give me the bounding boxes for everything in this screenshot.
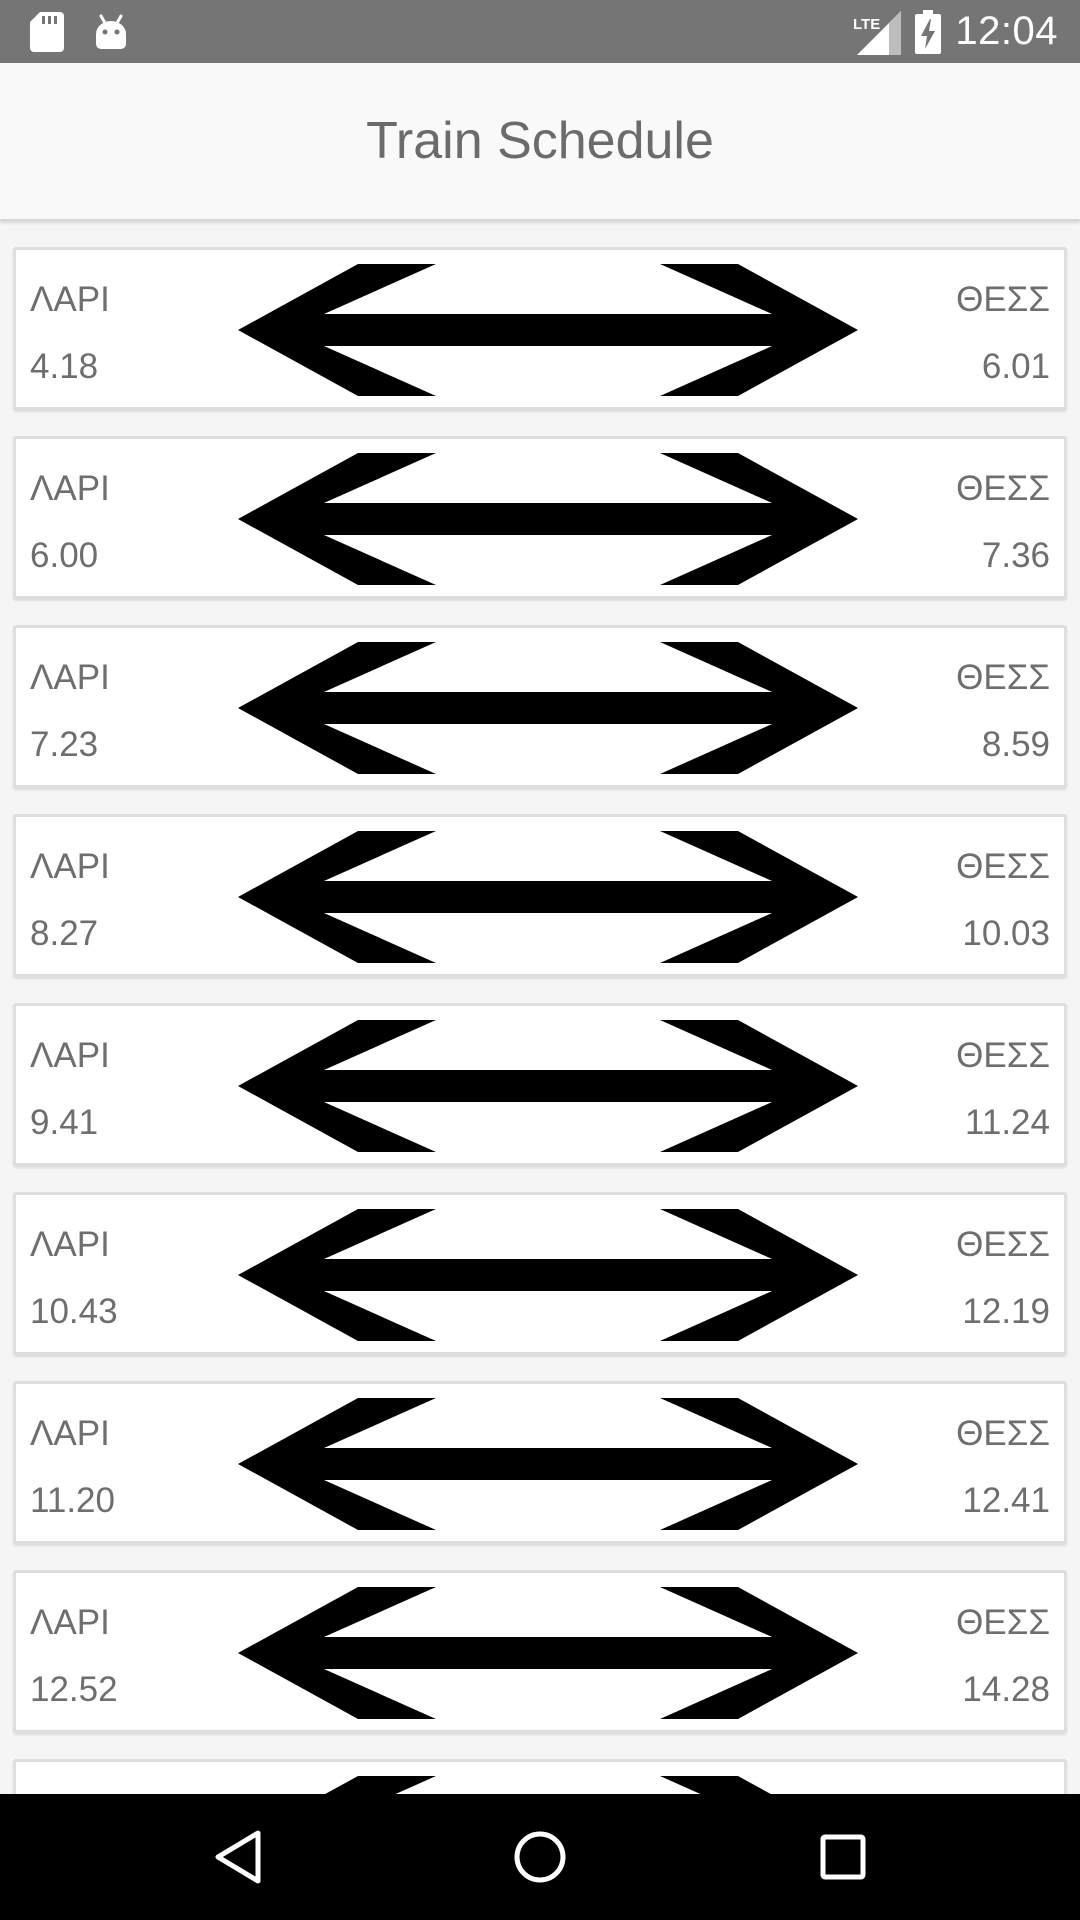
arrival-time: 7.36 [981,536,1050,575]
destination-station: ΘΕΣΣ [956,1603,1050,1642]
sd-card-icon [30,12,64,52]
schedule-card[interactable]: ΛΑΡΙ 6.00 ΘΕΣΣ 7.36 [13,436,1067,599]
arrival-time: 12.19 [962,1292,1050,1331]
destination-station: ΘΕΣΣ [956,1036,1050,1075]
schedule-card[interactable]: ΛΑΡΙ 11.20 ΘΕΣΣ 12.41 [13,1381,1067,1544]
departure-time: 10.43 [30,1292,118,1331]
destination-station: ΘΕΣΣ [956,280,1050,319]
double-arrow-icon [238,1020,858,1152]
departure-time: 4.18 [30,347,99,386]
double-arrow-icon [238,1587,858,1719]
destination-station: ΘΕΣΣ [956,658,1050,697]
arrival-time: 6.01 [981,347,1050,386]
schedule-card-partial[interactable] [13,1759,1067,1794]
status-bar: LTE 12:04 [0,0,1080,63]
arrival-time: 11.24 [965,1103,1050,1142]
android-icon [96,14,126,49]
app-bar: Train Schedule [0,63,1080,221]
arrival-time: 8.59 [981,725,1050,764]
double-arrow-icon [238,642,858,774]
arrival-time: 12.41 [962,1481,1050,1520]
arrival-time: 10.03 [962,914,1050,953]
destination-station: ΘΕΣΣ [956,847,1050,886]
double-arrow-icon [238,453,858,585]
status-time: 12:04 [955,9,1058,53]
schedule-card[interactable]: ΛΑΡΙ 10.43 ΘΕΣΣ 12.19 [13,1192,1067,1355]
schedule-card[interactable]: ΛΑΡΙ 9.41 ΘΕΣΣ 11.24 [13,1003,1067,1166]
destination-station: ΘΕΣΣ [956,469,1050,508]
origin-station: ΛΑΡΙ [30,1036,110,1075]
arrival-time: 14.28 [962,1670,1050,1709]
double-arrow-icon [238,831,858,963]
origin-station: ΛΑΡΙ [30,847,110,886]
network-label: LTE [853,16,880,33]
battery-charging-icon [915,9,942,54]
origin-station: ΛΑΡΙ [30,1414,110,1453]
departure-time: 6.00 [30,536,99,575]
back-icon[interactable] [208,1827,268,1887]
navigation-bar [0,1794,1080,1920]
origin-station: ΛΑΡΙ [30,1225,110,1264]
departure-time: 11.20 [30,1481,115,1520]
destination-station: ΘΕΣΣ [956,1414,1050,1453]
schedule-card[interactable]: ΛΑΡΙ 8.27 ΘΕΣΣ 10.03 [13,814,1067,977]
signal-icon: LTE [853,10,902,55]
departure-time: 7.23 [30,725,99,764]
double-arrow-icon [238,1398,858,1530]
origin-station: ΛΑΡΙ [30,1603,110,1642]
status-left-icons [30,10,128,54]
double-arrow-icon [325,1776,771,1794]
schedule-card[interactable]: ΛΑΡΙ 7.23 ΘΕΣΣ 8.59 [13,625,1067,788]
origin-station: ΛΑΡΙ [30,469,110,508]
double-arrow-icon [238,264,858,396]
recents-icon[interactable] [813,1827,873,1887]
status-right-icons: LTE 12:04 [853,0,1058,63]
destination-station: ΘΕΣΣ [956,1225,1050,1264]
home-icon[interactable] [510,1827,570,1887]
origin-station: ΛΑΡΙ [30,658,110,697]
schedule-card[interactable]: ΛΑΡΙ 4.18 ΘΕΣΣ 6.01 [13,247,1067,410]
schedule-list[interactable]: ΛΑΡΙ 4.18 ΘΕΣΣ 6.01 ΛΑΡΙ 6.00 ΘΕΣΣ 7.36 … [0,221,1080,1794]
departure-time: 12.52 [30,1670,118,1709]
page-title: Train Schedule [366,112,714,170]
double-arrow-icon [238,1209,858,1341]
departure-time: 8.27 [30,914,99,953]
origin-station: ΛΑΡΙ [30,280,110,319]
departure-time: 9.41 [30,1103,99,1142]
schedule-card[interactable]: ΛΑΡΙ 12.52 ΘΕΣΣ 14.28 [13,1570,1067,1733]
